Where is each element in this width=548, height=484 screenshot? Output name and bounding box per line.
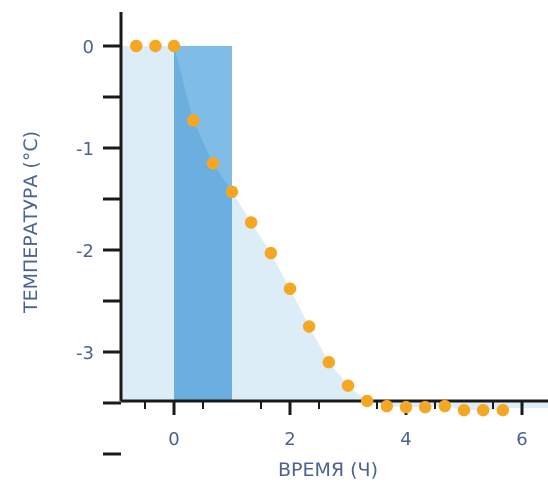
data-point: [438, 399, 452, 413]
data-point: [264, 246, 278, 260]
data-point: [283, 282, 297, 295]
y-axis-title: ТЕМПЕРАТУРА (°C): [20, 131, 42, 314]
data-point: [341, 379, 355, 392]
data-point: [496, 403, 510, 417]
x-axis-title: ВРЕМЯ (Ч): [278, 459, 378, 481]
data-point: [302, 320, 316, 333]
data-point: [380, 399, 394, 413]
chart-axes: [103, 12, 548, 456]
chart-points: [130, 39, 510, 417]
y-tick-label: -2: [76, 241, 94, 262]
data-point: [399, 400, 413, 414]
data-point: [167, 39, 181, 53]
data-point: [360, 394, 374, 408]
data-point: [149, 39, 162, 53]
y-tick-label: -3: [76, 343, 94, 364]
data-point: [225, 185, 239, 199]
data-point: [206, 157, 220, 170]
data-point: [244, 216, 258, 229]
data-point: [418, 400, 432, 414]
chart-regions: [121, 46, 548, 411]
x-tick-label: 2: [284, 429, 295, 450]
data-point: [476, 403, 490, 417]
x-tick-label: 6: [516, 429, 527, 450]
x-tick-label: 0: [168, 429, 179, 450]
data-point: [457, 403, 471, 417]
data-point: [322, 356, 336, 369]
data-point: [186, 114, 200, 127]
data-point: [130, 39, 143, 53]
y-tick-label: -1: [76, 139, 94, 160]
x-tick-label: 4: [400, 429, 411, 450]
chart-labels: 0 -1 -2 -3 0 2 4 6: [76, 37, 528, 450]
y-tick-label: 0: [83, 37, 94, 58]
highlight-band: [174, 46, 232, 401]
